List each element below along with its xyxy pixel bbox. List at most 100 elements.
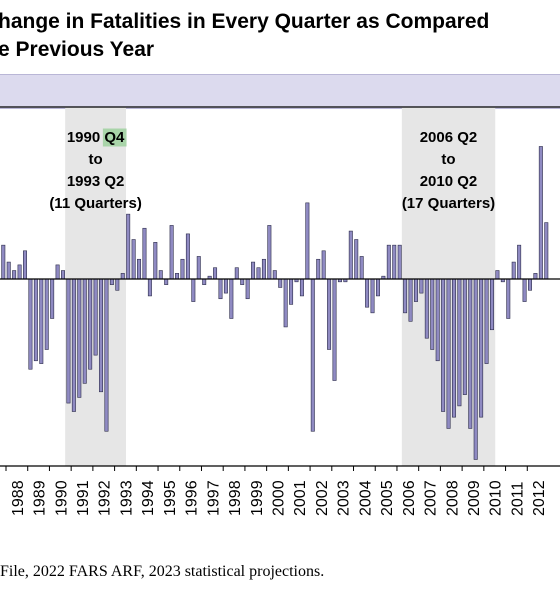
bar-2011-q4 xyxy=(522,278,527,302)
bar-2001-q4 xyxy=(305,202,310,280)
bar-2002-q2 xyxy=(316,258,321,280)
bar-1995-q3 xyxy=(169,225,174,280)
period-1-label-line-2: to xyxy=(89,151,103,168)
bar-2001-q1 xyxy=(289,278,294,305)
chart-plot: 1988 1989 1990 1991 1992 1993 1994 1995 1996 1997… xyxy=(0,106,560,516)
bar-2002-q4 xyxy=(327,278,332,350)
period-2-label-line-2: to xyxy=(441,151,455,168)
year-label-1996: 1996 xyxy=(184,480,201,516)
bar-1999-q3 xyxy=(256,267,261,280)
period-1-label-line-3: 1993 Q2 xyxy=(67,173,125,190)
year-label-2006: 2006 xyxy=(401,480,418,516)
period-1-label-line-4: (11 Quarters) xyxy=(49,195,142,212)
bar-1993-q4 xyxy=(131,239,136,280)
bar-2010-q1 xyxy=(484,278,489,364)
bars xyxy=(1,146,549,460)
bar-1998-q4 xyxy=(240,278,245,285)
year-label-2002: 2002 xyxy=(314,480,331,516)
bar-2007-q2 xyxy=(424,278,429,339)
year-label-1988: 1988 xyxy=(10,480,27,516)
bar-1999-q2 xyxy=(251,261,256,280)
bar-2007-q4 xyxy=(435,278,440,362)
bar-1990-q1 xyxy=(50,278,55,319)
bar-1994-q2 xyxy=(142,227,147,280)
bar-2003-q1 xyxy=(332,278,337,381)
bar-2006-q4 xyxy=(413,278,418,302)
bar-1992-q3 xyxy=(104,278,109,432)
chart-title-line-2: e Previous Year xyxy=(0,38,155,61)
period-label-highlight: Q4 xyxy=(104,129,125,146)
bar-1991-q4 xyxy=(88,278,93,370)
bar-2009-q2 xyxy=(468,278,473,429)
bar-1996-q1 xyxy=(180,258,185,280)
year-label-2003: 2003 xyxy=(336,480,353,516)
bar-2009-q3 xyxy=(473,278,478,460)
year-label-2005: 2005 xyxy=(379,480,396,516)
bar-1992-q4 xyxy=(109,278,114,285)
year-label-2011: 2011 xyxy=(509,481,526,516)
bar-2001-q3 xyxy=(299,278,304,297)
bar-1994-q3 xyxy=(147,278,152,297)
chart-title-line-1: hange in Fatalities in Every Quarter as … xyxy=(0,10,490,33)
bar-2006-q1 xyxy=(397,244,402,280)
header-band xyxy=(0,74,560,109)
bar-2008-q1 xyxy=(441,278,446,412)
bar-1994-q1 xyxy=(137,258,142,280)
bar-2004-q4 xyxy=(370,278,375,314)
bar-1988-q1 xyxy=(6,261,11,280)
bar-2003-q4 xyxy=(348,230,353,280)
bar-1993-q3 xyxy=(126,213,131,280)
bar-1998-q2 xyxy=(229,278,234,319)
bar-1988-q3 xyxy=(17,264,22,280)
bar-1999-q1 xyxy=(245,278,250,300)
bar-1995-q4 xyxy=(175,273,180,280)
year-label-1989: 1989 xyxy=(32,480,49,516)
bar-1991-q1 xyxy=(71,278,76,412)
year-label-1990: 1990 xyxy=(53,480,70,516)
bar-2008-q4 xyxy=(457,278,462,407)
bar-1990-q3 xyxy=(61,270,66,280)
source-note: File, 2022 FARS ARF, 2023 statistical pr… xyxy=(0,563,325,580)
period-2-label-line-3: 2010 Q2 xyxy=(420,173,478,190)
bar-1992-q1 xyxy=(93,278,98,356)
bar-2007-q3 xyxy=(430,278,435,350)
bar-2009-q4 xyxy=(479,278,484,418)
year-label-2007: 2007 xyxy=(423,480,440,516)
bar-1988-q4 xyxy=(23,250,27,280)
bar-1993-q1 xyxy=(115,278,120,291)
bar-1996-q4 xyxy=(196,256,201,280)
bar-2008-q2 xyxy=(446,278,451,429)
bar-2005-q1 xyxy=(375,278,380,297)
year-label-1995: 1995 xyxy=(162,480,179,516)
bar-2007-q1 xyxy=(419,278,424,294)
bar-2005-q4 xyxy=(392,244,397,280)
bar-2000-q4 xyxy=(283,278,288,328)
bar-1990-q4 xyxy=(66,278,71,404)
bar-2002-q3 xyxy=(321,250,326,280)
year-label-1994: 1994 xyxy=(140,480,157,516)
bar-2008-q3 xyxy=(451,278,456,418)
bar-2012-q3 xyxy=(538,146,543,280)
bar-1998-q1 xyxy=(223,278,228,294)
bar-2006-q2 xyxy=(403,278,408,314)
bar-2009-q1 xyxy=(462,278,467,395)
bar-2012-q4 xyxy=(544,222,549,280)
bar-2000-q2 xyxy=(272,270,277,280)
bar-1996-q3 xyxy=(191,278,196,302)
year-label-1991: 1991 xyxy=(75,480,92,516)
year-label-1992: 1992 xyxy=(97,480,114,516)
bar-1988-q2 xyxy=(12,270,17,280)
year-label-1997: 1997 xyxy=(205,480,222,516)
bar-1993-q2 xyxy=(120,273,125,280)
period-1-label-line-1: 1990 Q4 xyxy=(67,129,125,146)
bar-1989-q3 xyxy=(39,278,44,364)
bar-2000-q1 xyxy=(267,225,272,280)
year-label-1993: 1993 xyxy=(119,480,136,516)
bar-1989-q4 xyxy=(44,278,49,350)
year-label-2000: 2000 xyxy=(271,480,288,516)
year-label-2009: 2009 xyxy=(466,480,483,516)
bar-2012-q2 xyxy=(533,273,538,280)
bar-1990-q2 xyxy=(55,264,60,280)
bar-2011-q1 xyxy=(506,278,511,319)
